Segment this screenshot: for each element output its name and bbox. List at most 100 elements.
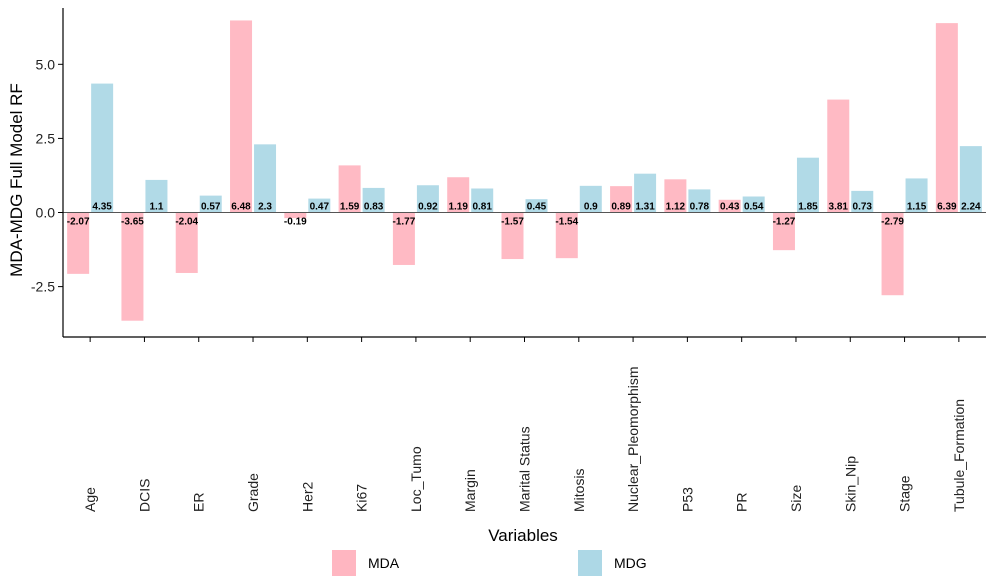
- bar-mdg-dcis: [145, 179, 168, 213]
- data-label-mdg: 0.92: [418, 202, 438, 213]
- x-tick-label: Her2: [299, 481, 315, 512]
- y-axis-ticks: -2.5 0.0 2.5 5.0: [31, 56, 63, 295]
- bar-mda-ki67: [338, 165, 361, 213]
- data-label-mda: 1.12: [666, 202, 686, 213]
- data-label-mda: 0.89: [611, 202, 631, 213]
- bar-mda-dcis: [121, 212, 144, 321]
- bar-mda-nuclear-pleomorphism: [610, 186, 633, 213]
- data-label-mdg: 1.31: [635, 202, 655, 213]
- bar-mdg-ki67: [362, 187, 385, 213]
- x-tick-label: Grade: [245, 473, 261, 512]
- bars-layer: [67, 20, 982, 321]
- x-tick-label: Stage: [897, 475, 913, 512]
- data-label-mdg: 0.81: [472, 202, 492, 213]
- legend-label-mda: MDA: [368, 555, 400, 571]
- bar-mda-tubule-formation: [935, 23, 958, 213]
- bar-mda-marital-status: [501, 212, 524, 260]
- bar-mda-p53: [664, 179, 687, 213]
- x-tick-label: Nuclear_Pleomorphism: [625, 366, 641, 512]
- x-tick-label: Tubule_Formation: [951, 399, 967, 512]
- data-label-mda: 1.19: [448, 202, 468, 213]
- data-label-mda: -2.04: [175, 217, 198, 228]
- bar-mdg-tubule-formation: [959, 146, 982, 213]
- bar-mdg-marital-status: [525, 199, 548, 213]
- bar-mda-age: [67, 212, 90, 274]
- bar-mdg-pr: [742, 196, 765, 213]
- data-label-mdg: 0.9: [584, 202, 598, 213]
- bar-mdg-stage: [905, 178, 928, 213]
- bar-mda-size: [772, 212, 795, 251]
- bar-mdg-skin-nip: [851, 190, 874, 213]
- bar-mdg-mitosis: [579, 185, 602, 213]
- legend-label-mdg: MDG: [614, 555, 647, 571]
- data-label-mda: -3.65: [121, 217, 144, 228]
- data-label-mda: -1.27: [773, 217, 796, 228]
- data-label-mdg: 0.83: [364, 202, 384, 213]
- data-label-mda: 1.59: [340, 202, 360, 213]
- x-axis-title: Variables: [488, 526, 558, 545]
- bar-mda-er: [175, 212, 198, 273]
- data-label-mdg: 1.15: [907, 202, 927, 213]
- bar-mdg-nuclear-pleomorphism: [634, 173, 657, 213]
- x-tick-label: Marital Status: [517, 426, 533, 512]
- x-tick-label: Loc_Tumo: [408, 446, 424, 512]
- data-label-mdg: 4.35: [92, 202, 112, 213]
- x-tick-label: PR: [734, 493, 750, 512]
- x-tick-label: Age: [82, 487, 98, 512]
- data-label-mda: 6.48: [231, 202, 251, 213]
- bar-mdg-size: [796, 157, 819, 213]
- bar-mdg-grade: [254, 144, 277, 213]
- x-tick-label: Mitosis: [571, 468, 587, 512]
- y-axis-title: MDA-MDG Full Model RF: [7, 83, 26, 277]
- bar-mdg-margin: [471, 188, 494, 213]
- x-axis-ticks: Age DCIS ER Grade Her2 Ki67 Loc_Tumo Margin Mari…: [82, 337, 967, 512]
- x-tick-label: Ki67: [354, 484, 370, 512]
- bar-mdg-her2: [308, 198, 331, 213]
- bar-mda-her2: [284, 212, 307, 219]
- bar-mda-grade: [230, 20, 253, 213]
- x-tick-label: Skin_Nip: [842, 456, 858, 512]
- data-label-mdg: 0.78: [690, 202, 710, 213]
- data-label-mdg: 2.3: [258, 202, 272, 213]
- data-label-mdg: 1.1: [149, 202, 163, 213]
- y-tick-label: 5.0: [36, 56, 56, 72]
- data-label-mdg: 0.54: [744, 202, 764, 213]
- data-label-mda: -2.07: [67, 217, 90, 228]
- data-label-mdg: 0.45: [527, 202, 547, 213]
- x-tick-label: DCIS: [136, 479, 152, 512]
- data-label-mda: -1.54: [555, 217, 578, 228]
- data-label-mda: -2.79: [881, 217, 904, 228]
- bar-mda-pr: [718, 199, 741, 213]
- bar-mda-mitosis: [555, 212, 578, 259]
- legend-swatch-mda: [332, 550, 356, 576]
- legend-swatch-mdg: [578, 550, 602, 576]
- bar-mdg-loc-tumo: [416, 185, 439, 213]
- data-label-mdg: 2.24: [961, 202, 981, 213]
- data-label-mda: -1.57: [501, 217, 524, 228]
- x-tick-label: Size: [788, 485, 804, 512]
- data-label-mdg: 0.73: [853, 202, 873, 213]
- bar-mdg-p53: [688, 189, 711, 213]
- y-tick-label: 2.5: [36, 130, 56, 146]
- data-label-mda: -0.19: [284, 217, 307, 228]
- y-tick-label: 0.0: [36, 205, 56, 221]
- data-label-mdg: 1.85: [798, 202, 818, 213]
- legend: MDA MDG: [332, 550, 647, 576]
- x-tick-label: ER: [191, 493, 207, 512]
- data-label-mda: 3.81: [829, 202, 849, 213]
- bar-mda-margin: [447, 177, 470, 213]
- x-tick-label: Margin: [462, 469, 478, 512]
- bar-mda-loc-tumo: [392, 212, 415, 265]
- bar-mdg-age: [91, 83, 114, 213]
- y-tick-label: -2.5: [31, 279, 55, 295]
- bar-mda-stage: [881, 212, 904, 296]
- data-labels-layer: -2.07 -3.65 -2.04 6.48 -0.19 1.59 -1.77 1.19 -1.…: [67, 202, 981, 228]
- x-tick-label: P53: [679, 487, 695, 512]
- data-label-mda: 6.39: [937, 202, 957, 213]
- bar-mda-skin-nip: [827, 99, 850, 213]
- data-label-mdg: 0.47: [310, 202, 330, 213]
- bar-mdg-er: [199, 195, 222, 213]
- data-label-mda: 0.43: [720, 202, 740, 213]
- data-label-mda: -1.77: [393, 217, 416, 228]
